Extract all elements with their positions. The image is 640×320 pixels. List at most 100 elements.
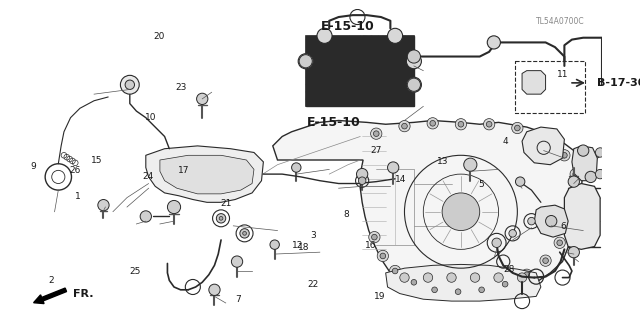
Circle shape	[298, 54, 313, 69]
Circle shape	[219, 216, 223, 220]
Circle shape	[240, 229, 249, 238]
Circle shape	[402, 123, 407, 129]
Text: 22: 22	[307, 280, 319, 289]
Text: 17: 17	[178, 166, 189, 175]
Circle shape	[196, 93, 208, 105]
Text: 18: 18	[298, 243, 310, 252]
FancyArrow shape	[33, 288, 67, 304]
Circle shape	[538, 134, 549, 145]
Circle shape	[406, 77, 421, 92]
Circle shape	[486, 121, 492, 127]
Circle shape	[400, 273, 409, 282]
Circle shape	[570, 168, 581, 180]
Circle shape	[442, 193, 480, 230]
Circle shape	[554, 237, 565, 248]
Circle shape	[568, 176, 579, 187]
Circle shape	[399, 121, 410, 132]
Circle shape	[216, 214, 226, 223]
Text: 1: 1	[76, 192, 81, 201]
Polygon shape	[522, 127, 564, 165]
Polygon shape	[564, 183, 600, 249]
Circle shape	[270, 240, 280, 249]
Circle shape	[455, 289, 461, 294]
Circle shape	[372, 234, 377, 240]
Circle shape	[299, 55, 312, 68]
Circle shape	[452, 286, 464, 297]
Circle shape	[476, 284, 487, 295]
Circle shape	[595, 148, 605, 157]
Text: E-15-10: E-15-10	[307, 116, 361, 129]
Circle shape	[512, 122, 523, 134]
Polygon shape	[534, 205, 568, 237]
Text: 11: 11	[557, 70, 568, 79]
Polygon shape	[522, 71, 545, 94]
Circle shape	[380, 253, 386, 259]
Text: FR.: FR.	[72, 289, 93, 299]
Circle shape	[464, 158, 477, 171]
Text: 16: 16	[365, 241, 376, 250]
Text: 26: 26	[70, 166, 81, 175]
Circle shape	[492, 238, 501, 247]
Circle shape	[573, 171, 579, 177]
Circle shape	[517, 273, 527, 282]
Text: 24: 24	[142, 172, 153, 181]
Circle shape	[369, 231, 380, 243]
Circle shape	[521, 269, 532, 280]
Circle shape	[430, 121, 435, 126]
Polygon shape	[273, 121, 583, 297]
Polygon shape	[146, 146, 264, 202]
Circle shape	[373, 131, 379, 137]
Polygon shape	[572, 146, 597, 181]
Text: 7: 7	[235, 295, 241, 304]
Text: 13: 13	[436, 157, 448, 166]
Circle shape	[427, 118, 438, 129]
Circle shape	[509, 230, 516, 237]
Circle shape	[407, 78, 420, 91]
Circle shape	[479, 287, 484, 292]
Circle shape	[388, 28, 403, 44]
Circle shape	[432, 287, 437, 292]
Circle shape	[541, 137, 547, 142]
Circle shape	[568, 246, 579, 258]
Text: 23: 23	[175, 83, 186, 92]
Text: 27: 27	[371, 147, 382, 156]
Text: 19: 19	[374, 292, 385, 301]
Circle shape	[292, 163, 301, 172]
Circle shape	[408, 276, 420, 288]
Circle shape	[120, 75, 140, 94]
Text: B-17-30: B-17-30	[596, 78, 640, 88]
Text: 15: 15	[91, 156, 102, 164]
Circle shape	[543, 258, 548, 263]
Circle shape	[377, 250, 388, 261]
Circle shape	[483, 119, 495, 130]
Circle shape	[356, 168, 368, 180]
Circle shape	[388, 162, 399, 173]
Bar	[515, 61, 585, 113]
Text: 3: 3	[310, 231, 316, 240]
Circle shape	[595, 169, 605, 179]
Circle shape	[570, 192, 581, 203]
Circle shape	[502, 281, 508, 287]
Text: 5: 5	[479, 180, 484, 188]
Circle shape	[423, 273, 433, 282]
Circle shape	[458, 121, 464, 127]
Text: 9: 9	[30, 162, 36, 171]
Circle shape	[524, 272, 529, 277]
Text: 20: 20	[154, 32, 165, 41]
Circle shape	[487, 36, 500, 49]
Text: 8: 8	[343, 210, 349, 219]
Text: 12: 12	[292, 241, 304, 250]
Text: 21: 21	[220, 199, 232, 208]
Circle shape	[392, 268, 398, 274]
Circle shape	[577, 145, 589, 156]
Circle shape	[585, 171, 596, 183]
Circle shape	[371, 128, 382, 139]
Circle shape	[407, 50, 420, 63]
Text: 14: 14	[395, 175, 406, 184]
Circle shape	[358, 177, 366, 184]
Circle shape	[494, 273, 503, 282]
Text: TL54A0700C: TL54A0700C	[536, 17, 584, 26]
Text: 4: 4	[503, 137, 509, 147]
Circle shape	[168, 200, 180, 214]
Circle shape	[455, 119, 467, 130]
